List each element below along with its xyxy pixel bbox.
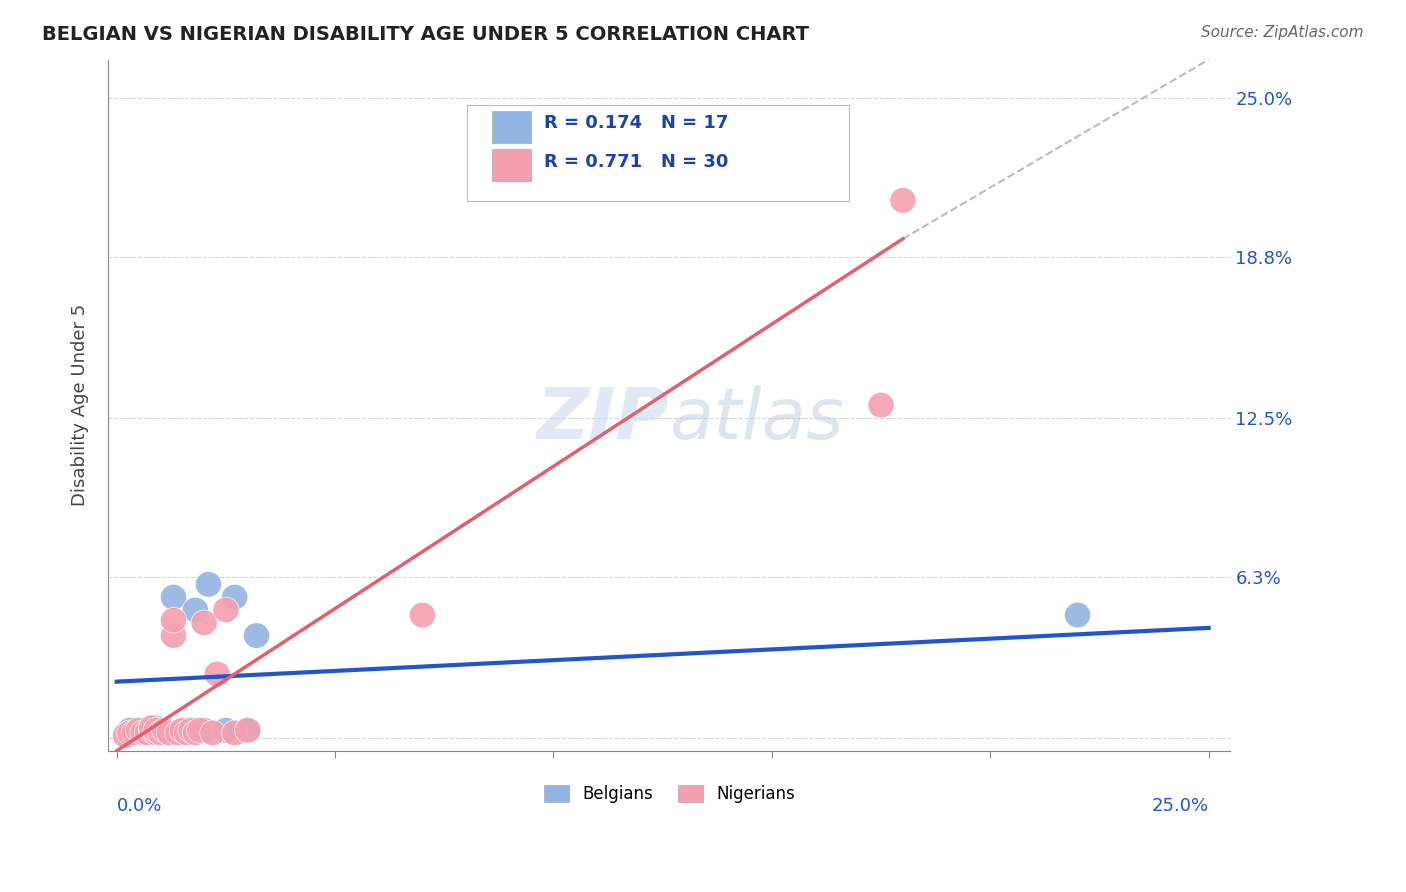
Ellipse shape bbox=[183, 597, 208, 623]
Legend: Belgians, Nigerians: Belgians, Nigerians bbox=[536, 777, 803, 812]
Ellipse shape bbox=[129, 720, 156, 746]
Ellipse shape bbox=[148, 720, 173, 746]
Ellipse shape bbox=[187, 717, 212, 743]
Ellipse shape bbox=[152, 717, 179, 743]
Text: 0.0%: 0.0% bbox=[117, 797, 162, 815]
FancyBboxPatch shape bbox=[492, 150, 531, 180]
Ellipse shape bbox=[160, 584, 187, 610]
Text: ZIP: ZIP bbox=[537, 384, 669, 453]
Ellipse shape bbox=[152, 717, 179, 743]
Ellipse shape bbox=[235, 717, 262, 743]
Ellipse shape bbox=[156, 720, 183, 746]
Ellipse shape bbox=[143, 717, 169, 743]
Text: 25.0%: 25.0% bbox=[1152, 797, 1209, 815]
Text: BELGIAN VS NIGERIAN DISABILITY AGE UNDER 5 CORRELATION CHART: BELGIAN VS NIGERIAN DISABILITY AGE UNDER… bbox=[42, 25, 810, 44]
Ellipse shape bbox=[117, 720, 143, 746]
Ellipse shape bbox=[191, 717, 217, 743]
FancyBboxPatch shape bbox=[492, 112, 531, 143]
Ellipse shape bbox=[160, 607, 187, 633]
Ellipse shape bbox=[139, 714, 165, 740]
FancyBboxPatch shape bbox=[467, 104, 849, 202]
Ellipse shape bbox=[212, 597, 239, 623]
Ellipse shape bbox=[1064, 602, 1091, 628]
Ellipse shape bbox=[173, 720, 200, 746]
Ellipse shape bbox=[169, 717, 195, 743]
Ellipse shape bbox=[409, 602, 436, 628]
Text: atlas: atlas bbox=[669, 384, 844, 453]
Ellipse shape bbox=[890, 187, 915, 213]
Text: Source: ZipAtlas.com: Source: ZipAtlas.com bbox=[1201, 25, 1364, 40]
Ellipse shape bbox=[235, 717, 262, 743]
Y-axis label: Disability Age Under 5: Disability Age Under 5 bbox=[72, 304, 89, 507]
Ellipse shape bbox=[212, 717, 239, 743]
Ellipse shape bbox=[143, 720, 169, 746]
Ellipse shape bbox=[165, 720, 191, 746]
Ellipse shape bbox=[134, 720, 160, 746]
Ellipse shape bbox=[165, 720, 191, 746]
Ellipse shape bbox=[139, 717, 165, 743]
Ellipse shape bbox=[191, 610, 217, 636]
Ellipse shape bbox=[112, 723, 139, 748]
Ellipse shape bbox=[183, 720, 208, 746]
Text: R = 0.771   N = 30: R = 0.771 N = 30 bbox=[544, 153, 728, 171]
Ellipse shape bbox=[179, 717, 204, 743]
Ellipse shape bbox=[143, 714, 169, 740]
Ellipse shape bbox=[121, 720, 148, 746]
Ellipse shape bbox=[125, 717, 152, 743]
Ellipse shape bbox=[200, 720, 226, 746]
Ellipse shape bbox=[160, 623, 187, 648]
Ellipse shape bbox=[117, 717, 143, 743]
Ellipse shape bbox=[148, 720, 173, 746]
Ellipse shape bbox=[222, 720, 247, 746]
Ellipse shape bbox=[204, 661, 231, 687]
Ellipse shape bbox=[243, 623, 270, 648]
Ellipse shape bbox=[222, 584, 247, 610]
Ellipse shape bbox=[195, 572, 222, 597]
Text: R = 0.174   N = 17: R = 0.174 N = 17 bbox=[544, 114, 728, 132]
Ellipse shape bbox=[173, 717, 200, 743]
Ellipse shape bbox=[139, 717, 165, 743]
Ellipse shape bbox=[868, 392, 894, 418]
Ellipse shape bbox=[156, 720, 183, 746]
